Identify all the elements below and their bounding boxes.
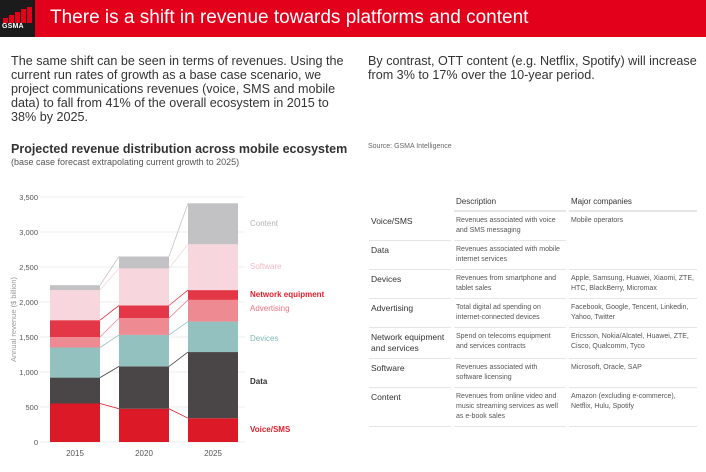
bar-segment-advertising-2020 [119, 318, 169, 335]
table-header-row: Description Major companies [369, 193, 697, 212]
x-tick-label: 2020 [135, 449, 153, 458]
table-row: Voice/SMS Revenues associated with voice … [369, 212, 697, 241]
header-bar: GSMA There is a shift in revenue towards… [0, 0, 706, 37]
bar-segment-advertising-2025 [188, 299, 238, 322]
series-label: Advertising [250, 304, 290, 313]
bar-segment-content-2025 [188, 203, 238, 245]
series-label: Voice/SMS [250, 425, 291, 434]
bar-segment-software-2015 [50, 290, 100, 321]
y-axis-label: Annual revenue ($ billion) [9, 276, 18, 362]
y-tick-label: 3,000 [19, 228, 38, 237]
bar-segment-advertising-2015 [50, 337, 100, 348]
bar-segment-network-equipment-2015 [50, 320, 100, 337]
bar-segment-devices-2025 [188, 321, 238, 353]
table-row: Network equipment and services Spend on t… [369, 328, 697, 359]
page-title: There is a shift in revenue towards plat… [50, 7, 529, 28]
connector-line [99, 366, 120, 378]
table-cell-description: Revenues associated with mobile internet… [454, 241, 566, 270]
connector-line [168, 244, 189, 269]
table-row: Advertising Total digital ad spending on … [369, 299, 697, 328]
connector-line [168, 299, 189, 319]
bar-segment-data-2025 [188, 352, 238, 419]
table-cell-companies: Ericsson, Nokia/Alcatel, Huawei, ZTE, Ci… [569, 328, 697, 359]
connector-line [168, 321, 189, 336]
table-cell-category: Advertising [369, 299, 451, 328]
intro-left-text: The same shift can be seen in terms of r… [11, 54, 344, 124]
gsma-logo: GSMA [0, 0, 35, 37]
bar-segment-software-2020 [119, 268, 169, 306]
table-cell-description: Revenues associated with software licens… [454, 359, 566, 388]
y-tick-label: 3,500 [19, 193, 38, 202]
series-label: Data [250, 377, 268, 386]
y-tick-label: 2,000 [19, 298, 38, 307]
bar-segment-data-2020 [119, 366, 169, 409]
x-tick-label: 2025 [204, 449, 222, 458]
table-cell-category: Network equipment and services [369, 328, 451, 359]
y-tick-label: 0 [34, 438, 38, 447]
table-cell-companies: Mobile operators [571, 217, 624, 224]
connector-line [99, 317, 120, 338]
table-row: Data Revenues associated with mobile inte… [369, 241, 697, 270]
bar-segment-voice-sms-2015 [50, 403, 100, 442]
table-header-companies: Major companies [569, 193, 697, 212]
bar-segment-devices-2015 [50, 347, 100, 378]
table-row: Software Revenues associated with softwar… [369, 359, 697, 388]
series-label: Devices [250, 334, 278, 343]
connector-line [99, 256, 120, 286]
table-cell-category: Voice/SMS [369, 212, 451, 241]
bar-segment-content-2015 [50, 285, 100, 291]
stacked-bar-chart: 0 500 1,000 1,500 2,000 2,500 3,000 3,500 Annual… [9, 193, 325, 458]
table-cell-description: Revenues from online video and music str… [454, 388, 566, 427]
table-row: Devices Revenues from smartphone and tabl… [369, 270, 697, 299]
bar-segment-content-2020 [119, 256, 169, 269]
x-tick-label: 2015 [66, 449, 84, 458]
table-cell-description: Total digital ad spending on internet-co… [454, 299, 566, 328]
table-cell-category: Software [369, 359, 451, 388]
table-cell-category: Content [369, 388, 451, 427]
y-tick-label: 1,000 [19, 368, 38, 377]
series-label: Network equipment [250, 290, 325, 299]
table-cell-category: Data [369, 241, 451, 270]
table-cell-companies: Microsoft, Oracle, SAP [569, 359, 697, 388]
bar-segment-software-2025 [188, 244, 238, 291]
bar-segment-voice-sms-2025 [188, 418, 238, 442]
connector-line [168, 408, 189, 419]
chart-title: Projected revenue distribution across mo… [11, 142, 348, 156]
connector-line [168, 351, 189, 367]
table-cell-companies [569, 241, 697, 270]
y-tick-label: 1,500 [19, 333, 38, 342]
table-cell-companies: Apple, Samsung, Huawei, Xiaomi, ZTE, HTC… [569, 270, 697, 299]
connector-line [99, 403, 120, 410]
connector-line [168, 203, 189, 257]
table-cell-description: Spend on telecoms equipment and services… [454, 328, 566, 359]
table-cell-description: Revenues from smartphone and tablet sale… [454, 270, 566, 299]
table-header-description: Description [454, 193, 566, 212]
bar-segment-network-equipment-2020 [119, 305, 169, 319]
chart-subtitle: (base case forecast extrapolating curren… [11, 157, 240, 167]
series-label: Software [250, 262, 282, 271]
y-tick-label: 2,500 [19, 263, 38, 272]
series-label: Content [250, 219, 279, 228]
connector-line [168, 289, 189, 306]
bar-segment-devices-2020 [119, 334, 169, 367]
connector-line [99, 334, 120, 348]
bar-segment-data-2015 [50, 377, 100, 404]
table-row: Content Revenues from online video and mu… [369, 388, 697, 427]
logo-text: GSMA [2, 23, 24, 30]
bar-segment-voice-sms-2020 [119, 408, 169, 442]
ecosystem-table: Description Major companies Voice/SMS Rev… [366, 193, 700, 427]
connector-line [99, 268, 120, 291]
source-note: Source: GSMA Intelligence [368, 143, 452, 150]
y-tick-label: 500 [25, 403, 38, 412]
intro-right-text: By contrast, OTT content (e.g. Netflix, … [368, 54, 697, 82]
logo-bars-icon [3, 7, 32, 23]
table-cell-description: Revenues associated with voice and SMS m… [454, 212, 566, 241]
connector-line [99, 305, 120, 321]
table-cell-companies: Facebook, Google, Tencent, Linkedin, Yah… [569, 299, 697, 328]
bar-segment-network-equipment-2025 [188, 290, 238, 300]
table-header-empty [369, 193, 451, 212]
table-cell-category: Devices [369, 270, 451, 299]
table-cell-companies: Amazon (excluding e-commerce), Netflix, … [569, 388, 697, 427]
